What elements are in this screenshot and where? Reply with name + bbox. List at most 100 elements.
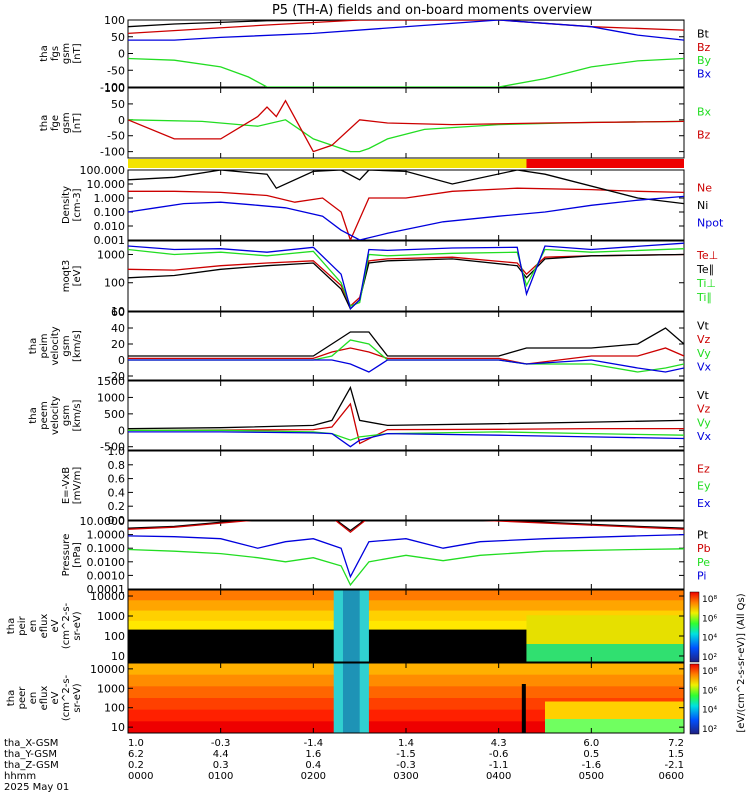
colorbar-tick-label: 10⁶ [702,686,717,696]
legend-ti: Ti∥ [696,291,712,304]
y-tick-label: 1000 [97,391,125,404]
y-axis: 10000 1000 100 10 [90,590,685,663]
spectrogram-boundary-layer [342,590,360,662]
y-axis-label: tha peem velocity gsm [km/s] [28,396,83,435]
panel-9: 10000 1000 100 10 tha peir en eflux eV (cm^2-s-sr… [6,589,685,663]
y-tick-label: 1500 [97,375,125,388]
legend-vy: Vy [697,347,711,360]
series-bz-line [128,99,684,153]
y-tick-label: 0.6 [108,473,126,486]
series-vz-line [128,402,684,445]
x-axis-value: 6.2 [128,749,144,760]
spectrogram-band [526,615,684,644]
x-axis-row-label: tha_X-GSM [4,738,58,749]
series-group [128,170,684,240]
y-label-line: fge [50,115,61,131]
spectrogram-band [526,644,684,662]
panel-frame [127,311,685,381]
x-axis-value: 1.0 [128,738,144,749]
panel-5: -20 0 20 40 60 tha peim velocity gsm [km/s] VtVzVy… [28,306,712,383]
y-tick-label: 50 [111,98,125,111]
legend-vt: Vt [697,389,710,402]
y-tick-label: -100 [100,146,125,159]
y-label-line: moqt3 [61,260,72,293]
y-tick-label: 20 [111,338,125,351]
y-tick-label: 1.000 [94,192,126,205]
series-vt-line [128,385,684,430]
y-tick-label: 0.4 [108,486,126,499]
legend-pb: Pb [697,542,711,555]
y-axis-label: Density [cm-3] [61,186,83,224]
y-label-line: eV [50,691,61,704]
spectrogram-band [128,610,684,622]
y-label-line: tha [6,690,17,706]
colorbar-tick-label: 10⁴ [702,634,717,644]
legend-ti: Ti⊥ [696,277,716,290]
colorbar-label-text: [eV/(cm^2-s-sr-eV)] (All Qs) [736,593,747,732]
series-group [128,99,684,153]
legend-bz: Bz [697,41,711,54]
y-tick-label: 0.0100 [87,556,126,569]
y-tick-label: 0 [118,48,125,61]
y-tick-label: 0.2 [108,500,126,513]
y-label-line: [eV] [72,266,83,287]
y-label-line: E=-VxB [61,467,72,504]
series-bx-line [128,119,684,153]
series-bt-line [128,20,684,28]
spectrogram-band [128,674,684,687]
y-tick-label: 10.000 [87,178,126,191]
series-pe-line [128,548,684,587]
y-tick-label: 10 [111,305,125,318]
series-bx-line [128,20,684,41]
y-tick-label: 1000 [97,248,125,261]
series-group [128,20,684,87]
legend-ey: Ey [697,480,711,493]
y-label-line: tha [6,618,17,634]
y-label-line: peem [39,401,50,429]
x-axis-value: 0600 [659,771,684,782]
y-label-line: [nPa] [72,542,83,568]
colorbar-1 [689,591,700,663]
y-label-line: tha [28,338,39,354]
x-axis-value: 4.3 [491,738,507,749]
series-by-line [128,57,684,87]
y-tick-label: -50 [107,64,125,77]
y-label-line: [nT] [72,43,83,63]
spectrogram-boundary-layer [342,663,360,733]
panel-8: 10.00001.00000.10000.01000.00100.0001Pre… [61,515,711,596]
series-ti-line [128,248,684,307]
y-label-line: [km/s] [72,399,83,431]
spectrogram-colorbars: 10⁸ 10⁶ 10⁴ 10² 10⁸ 10⁶ 10⁴ 10² [eV/(cm^2-s-sr-e… [689,591,747,735]
y-tick-label: 0 [118,114,125,127]
y-tick-label: -100 [100,81,125,94]
series-group [128,242,684,311]
series-pb-line [128,521,684,534]
y-tick-label: 10000 [90,590,125,603]
y-axis-label: moqt3 [eV] [61,260,83,293]
x-axis-value: -1.1 [489,760,509,771]
colorbar-tick-label: 10² [702,725,717,735]
x-axis-date: 2025 May 01 [4,782,69,793]
y-tick-label: -20 [107,370,125,383]
y-tick-label: 100 [104,630,125,643]
x-axis-value: 0.2 [128,760,144,771]
x-axis-value: 0.3 [213,760,229,771]
colorbar-tick-label: 10⁶ [702,614,717,624]
y-axis: -500 0 500 1000 1500 [97,375,685,454]
legend-pe: Pe [697,556,710,569]
y-axis-label: tha fge gsm [nT] [39,112,83,133]
spectrogram-band [128,590,684,601]
x-axis-value: 0.4 [305,760,321,771]
panel-3: 100.00010.0001.0000.1000.0100.001Density… [61,164,724,247]
y-label-line: sr-eV) [72,611,83,640]
spectrogram-band [128,600,684,612]
x-axis-value: 6.0 [583,738,599,749]
y-label-line: peer [17,686,28,710]
x-axis-value: -1.5 [396,749,416,760]
panel-frame [127,450,685,521]
y-tick-label: 10000 [90,663,125,676]
x-axis-value: -0.3 [211,738,231,749]
legend-npot: Npot [697,217,724,230]
status-bar-fast-survey [526,159,684,168]
